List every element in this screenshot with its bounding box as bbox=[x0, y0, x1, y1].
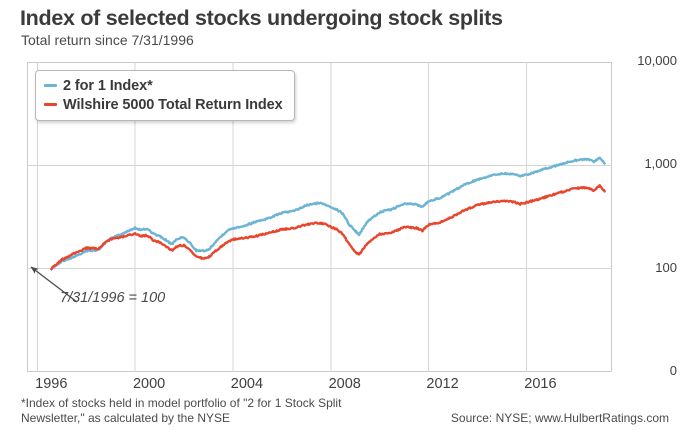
legend-label-blue: 2 for 1 Index* bbox=[63, 77, 153, 94]
x-axis-tick-label: 2000 bbox=[132, 376, 166, 392]
y-axis-tick-label: 0 bbox=[669, 363, 677, 378]
y-axis-tick-label: 1,000 bbox=[644, 156, 677, 172]
x-axis-tick-label: 1996 bbox=[35, 376, 68, 392]
x-axis-tick-label: 2012 bbox=[426, 376, 459, 392]
chart-source: Source: NYSE; www.HulbertRatings.com bbox=[450, 411, 669, 425]
chart-footnote: *Index of stocks held in model portfolio… bbox=[21, 396, 342, 425]
page-title: Index of selected stocks undergoing stoc… bbox=[20, 6, 503, 30]
chart-legend: 2 for 1 Index* Wilshire 5000 Total Retur… bbox=[35, 70, 295, 121]
x-axis-tick-label: 2016 bbox=[524, 376, 557, 392]
chart-subtitle: Total return since 7/31/1996 bbox=[21, 32, 194, 48]
x-axis-tick-label: 2004 bbox=[230, 376, 264, 392]
legend-label-red: Wilshire 5000 Total Return Index bbox=[63, 96, 283, 113]
y-axis-tick-label: 100 bbox=[655, 259, 677, 275]
annotation-label: 7/31/1996 = 100 bbox=[60, 290, 166, 306]
x-axis-tick-label: 2008 bbox=[328, 376, 361, 392]
legend-item-red[interactable]: Wilshire 5000 Total Return Index bbox=[44, 95, 283, 114]
legend-swatch-blue bbox=[44, 84, 57, 87]
annotation-arrow-icon bbox=[30, 266, 78, 303]
legend-item-blue[interactable]: 2 for 1 Index* bbox=[44, 76, 283, 95]
y-axis-tick-label: 10,000 bbox=[637, 53, 677, 68]
plot-area bbox=[27, 62, 612, 372]
legend-swatch-red bbox=[44, 103, 57, 106]
